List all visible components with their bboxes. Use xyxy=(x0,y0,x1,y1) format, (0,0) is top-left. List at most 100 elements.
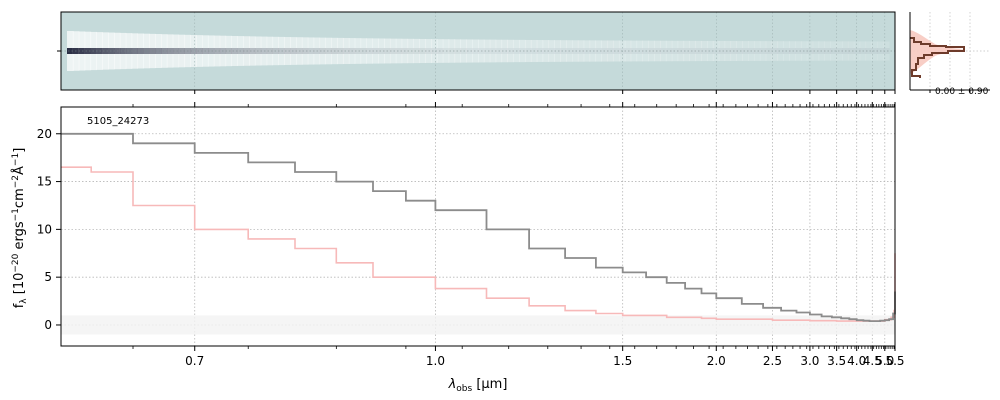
spectrum-2d-column xyxy=(178,34,186,68)
spectrum-2d-column xyxy=(736,41,743,61)
spectrum-2d-trace xyxy=(718,48,726,54)
profile-histogram-panel xyxy=(909,12,990,93)
spectrum-2d-trace xyxy=(84,48,92,54)
spectrum-2d-trace xyxy=(395,48,403,54)
spectrum-2d-trace xyxy=(155,48,162,54)
x-tick-label: 2.5 xyxy=(763,354,782,368)
x-tick-label: 4.0 xyxy=(847,354,866,368)
spectrum-2d-column xyxy=(507,39,514,63)
axes: 0.7 1.0 1.5 2.0 2.5 3.0 3.5 4.04.55.05.5 0 5 10 15 2… xyxy=(37,102,905,368)
spectrum-2d-column xyxy=(536,40,544,62)
spectrum-2d-column xyxy=(742,41,749,61)
spectrum-2d-trace xyxy=(753,48,761,54)
histogram-steps xyxy=(910,37,965,78)
spectrum-2d-trace xyxy=(789,48,796,54)
spectrum-2d-trace xyxy=(648,48,655,54)
spectrum-1d-panel: 0.7 1.0 1.5 2.0 2.5 3.0 3.5 4.04.55.05.5 0 5 10 15 2… xyxy=(37,102,905,368)
spectrum-2d-column xyxy=(342,37,350,65)
spectrum-2d-column xyxy=(689,40,696,62)
zero-band xyxy=(61,315,895,335)
spectrum-2d-trace xyxy=(231,48,238,54)
spectrum-2d-trace xyxy=(160,48,168,54)
spectrum-2d-column xyxy=(378,38,385,64)
spectrum-2d-column xyxy=(865,41,872,61)
spectrum-2d-column xyxy=(260,36,268,66)
spectrum-2d-column xyxy=(231,35,238,67)
spectrum-2d-trace xyxy=(536,48,544,54)
spectrum-2d-trace xyxy=(554,48,561,54)
spectrum-2d-column xyxy=(830,41,837,61)
spectrum-2d-trace xyxy=(701,48,708,54)
spectrum-2d-column xyxy=(325,37,332,65)
grid-lines xyxy=(61,107,896,346)
spectrum-2d-trace xyxy=(630,48,638,54)
spectrum-2d-column xyxy=(243,36,250,66)
spectrum-2d-trace xyxy=(865,48,872,54)
spectrum-2d-trace xyxy=(342,48,350,54)
spectrum-2d-trace xyxy=(830,48,837,54)
spectrum-2d-trace xyxy=(196,48,203,54)
x-tick-label: 0.7 xyxy=(185,354,204,368)
spectrum-2d-column xyxy=(706,40,714,62)
spectrum-2d-trace xyxy=(577,48,585,54)
y-tick-label: 20 xyxy=(37,127,52,141)
spectrum-2d-trace xyxy=(190,48,197,54)
spectrum-2d-trace xyxy=(102,48,109,54)
spectrum-2d-trace xyxy=(225,48,232,54)
spectrum-2d-column xyxy=(196,35,203,67)
spectrum-2d-column xyxy=(795,41,802,61)
spectrum-2d-trace xyxy=(724,48,732,54)
spectrum-2d-column xyxy=(718,40,726,62)
spectrum-2d-trace xyxy=(137,48,144,54)
spectrum-2d-trace xyxy=(243,48,250,54)
x-tick-label: 3.0 xyxy=(800,354,819,368)
spectrum-2d-column xyxy=(519,39,526,63)
spectrum-2d-column xyxy=(847,41,855,61)
spectrum-2d-trace xyxy=(683,48,690,54)
spectrum-2d-trace xyxy=(337,48,344,54)
spectrum-2d-trace xyxy=(519,48,526,54)
object-label: 5105_24273 xyxy=(87,116,149,127)
spectrum-2d-trace xyxy=(812,48,820,54)
spectrum-2d-column xyxy=(225,35,232,67)
spectrum-2d-column xyxy=(759,41,767,61)
spectrum-2d-column xyxy=(630,40,638,62)
x-tick-label: 5.0 xyxy=(875,354,894,368)
spectrum-2d-trace xyxy=(883,48,890,54)
spectrum-2d-trace xyxy=(425,48,432,54)
plot-background xyxy=(61,107,895,346)
spectrum-2d-trace xyxy=(665,48,673,54)
spectrum-2d-trace xyxy=(742,48,749,54)
spectrum-2d-trace xyxy=(777,48,784,54)
spectrum-2d-trace xyxy=(736,48,743,54)
spectrum-2d-trace xyxy=(607,48,614,54)
spectrum-2d-column xyxy=(372,38,379,64)
spectrum-2d-trace xyxy=(413,48,420,54)
spectrum-2d-trace xyxy=(319,48,326,54)
spectrum-2d-column xyxy=(395,38,403,64)
spectrum-2d-column xyxy=(853,41,861,61)
spectrum-2d-trace xyxy=(871,48,878,54)
spectrum-2d-trace xyxy=(771,48,779,54)
spectrum-2d-trace xyxy=(706,48,714,54)
spectrum-2d-column xyxy=(431,39,438,63)
spectrum-2d-trace xyxy=(507,48,514,54)
spectrum-2d-trace xyxy=(266,48,274,54)
histogram-annotation: 0.00 ± 0.90 xyxy=(935,87,989,97)
spectrum-2d-trace xyxy=(372,48,379,54)
spectrum-2d-trace xyxy=(78,48,86,54)
spectrum-2d-trace xyxy=(524,48,532,54)
spectrum-2d-column xyxy=(207,35,215,67)
spectrum-2d-column xyxy=(284,37,291,65)
spectrum-2d-column xyxy=(577,40,585,62)
spectrum-2d-trace xyxy=(560,48,567,54)
spectrum-2d-trace xyxy=(360,48,368,54)
spectrum-2d-column xyxy=(789,41,796,61)
spectrum-2d-column xyxy=(648,40,655,62)
x-tick-label: 2.0 xyxy=(707,354,726,368)
spectrum-2d-trace xyxy=(613,48,620,54)
spectrum-2d-column xyxy=(501,39,508,63)
y-tick-label: 15 xyxy=(37,175,52,189)
spectrum-2d-column xyxy=(319,37,326,65)
spectrum-2d-trace xyxy=(483,48,491,54)
